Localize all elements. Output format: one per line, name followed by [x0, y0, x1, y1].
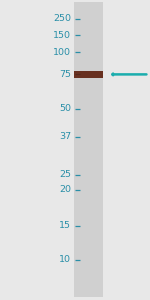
Text: 20: 20: [59, 185, 71, 194]
Text: 150: 150: [53, 31, 71, 40]
Text: 25: 25: [59, 170, 71, 179]
Text: 10: 10: [59, 255, 71, 264]
Text: 37: 37: [59, 132, 71, 141]
Text: 15: 15: [59, 221, 71, 230]
Text: 75: 75: [59, 70, 71, 79]
Bar: [74, 71, 103, 78]
Bar: [74, 2, 103, 297]
Text: 50: 50: [59, 104, 71, 113]
Text: 250: 250: [53, 14, 71, 23]
Text: 100: 100: [53, 48, 71, 57]
